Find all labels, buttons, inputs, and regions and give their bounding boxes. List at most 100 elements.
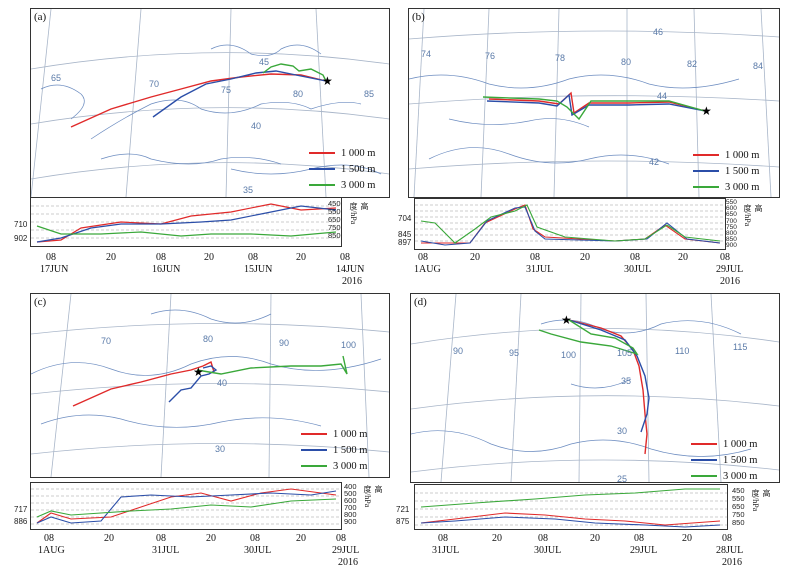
legend-swatch-blue — [691, 459, 717, 461]
traj-b-green — [482, 96, 706, 121]
grid-label: 70 — [101, 336, 112, 346]
grid-label: 90 — [453, 346, 464, 356]
legend-swatch-red — [691, 443, 717, 445]
start-pressure: 717 — [14, 505, 28, 514]
axis-name: 高度/hPa — [751, 489, 771, 512]
time-tick: 08 — [156, 533, 166, 544]
grid-label: 74 — [421, 49, 432, 59]
legend-swatch-green — [309, 184, 335, 186]
legend-label: 1 000 m — [723, 438, 758, 450]
grid-label: 42 — [649, 157, 660, 167]
date-label: 30JUL — [534, 545, 562, 556]
legend: 1 000 m 1 500 m 3 000 m — [301, 426, 367, 474]
time-tick: 08 — [340, 252, 350, 263]
start-pressure: 710 — [14, 220, 28, 229]
legend-swatch-green — [301, 465, 327, 467]
legend-label: 1 000 m — [333, 428, 368, 440]
time-tick: 08 — [630, 252, 640, 263]
panel-label: (b) — [412, 11, 425, 23]
date-label: 1AUG — [38, 545, 65, 556]
time-tick: 08 — [438, 533, 448, 544]
legend-label: 3 000 m — [333, 460, 368, 472]
grid-label: 75 — [221, 85, 232, 95]
time-tick: 20 — [678, 252, 688, 263]
date-label: 30JUL — [244, 545, 272, 556]
panel-label: (a) — [34, 11, 47, 23]
grid-label: 44 — [657, 91, 668, 101]
legend-label: 1 000 m — [341, 147, 376, 159]
grid-label: 40 — [251, 121, 262, 131]
time-tick: 08 — [530, 252, 540, 263]
date-label: 29JUL — [630, 545, 658, 556]
time-tick: 20 — [296, 533, 306, 544]
profile-c-blue — [36, 490, 337, 524]
axis-name: 高度/hPa — [349, 202, 369, 225]
date-label: 31JUL — [152, 545, 180, 556]
legend: 1 000 m 1 500 m 3 000 m — [309, 145, 375, 193]
pressure-levels: 550 600 650 700 750 800 850 900 — [726, 199, 737, 250]
grid-label: 105 — [617, 348, 633, 358]
grid-label: 70 — [149, 79, 160, 89]
start-star-a: ★ — [322, 74, 333, 88]
profile-a-blue — [36, 205, 337, 243]
grid-label: 84 — [753, 61, 764, 71]
axis-name: 高度/hPa — [743, 204, 763, 227]
pressure-levels: 400 500 600 700 800 900 — [344, 482, 357, 526]
profile-c-red — [36, 488, 337, 524]
profile-c — [30, 482, 342, 530]
grid-label: 25 — [617, 474, 628, 483]
time-tick: 08 — [46, 252, 56, 263]
grid-label: 100 — [561, 350, 577, 360]
time-tick: 20 — [296, 252, 306, 263]
profile-d-green — [420, 488, 720, 508]
profile-b-blue — [420, 206, 721, 246]
profile-a-green — [36, 225, 337, 237]
year-label: 2016 — [342, 276, 362, 287]
legend-swatch-blue — [301, 449, 327, 451]
traj-b-blue — [486, 93, 706, 117]
date-label: 16JUN — [152, 264, 181, 275]
start-pressure: 902 — [14, 234, 28, 243]
start-star-c: ★ — [193, 365, 204, 379]
profile-a — [30, 197, 342, 247]
legend: 1 000 m 1 500 m 3 000 m — [691, 436, 758, 482]
time-tick: 20 — [106, 252, 116, 263]
start-pressure: 721 — [396, 505, 410, 514]
grid-label: 85 — [364, 89, 375, 99]
traj-a-blue — [152, 70, 327, 118]
time-tick: 08 — [156, 252, 166, 263]
legend-label: 3 000 m — [725, 181, 760, 193]
date-label: 14JUN — [336, 264, 365, 275]
profile-a-drawing — [31, 203, 341, 243]
time-tick: 08 — [634, 533, 644, 544]
time-tick: 08 — [250, 533, 260, 544]
grid-label: 45 — [259, 57, 270, 67]
map-b-drawing: ★ — [409, 9, 779, 197]
time-tick: 20 — [470, 252, 480, 263]
traj-c-green — [196, 355, 348, 375]
time-tick: 20 — [206, 533, 216, 544]
traj-a-green — [262, 63, 327, 82]
time-tick: 08 — [418, 252, 428, 263]
grid-label: 110 — [675, 346, 690, 356]
map-a: ★ (a) 65 70 75 80 85 45 40 35 1 000 m 1 … — [30, 8, 390, 198]
start-star-b: ★ — [701, 104, 712, 118]
time-tick: 20 — [204, 252, 214, 263]
grid-label: 46 — [653, 27, 664, 37]
profile-d-blue — [420, 516, 721, 528]
map-d-drawing: ★ — [411, 294, 779, 482]
time-tick: 08 — [538, 533, 548, 544]
time-tick: 08 — [336, 533, 346, 544]
legend-swatch-green — [693, 186, 719, 188]
profile-b-drawing — [415, 204, 725, 246]
year-label: 2016 — [720, 276, 740, 287]
panel-label: (d) — [414, 296, 427, 308]
traj-d-red — [568, 319, 648, 455]
grid-label: 40 — [217, 378, 228, 388]
grid-label: 30 — [617, 426, 628, 436]
traj-d-green — [538, 319, 639, 356]
legend-swatch-red — [309, 152, 335, 154]
grid-label: 80 — [621, 57, 632, 67]
grid-label: 78 — [555, 53, 566, 63]
legend-swatch-blue — [693, 170, 719, 172]
